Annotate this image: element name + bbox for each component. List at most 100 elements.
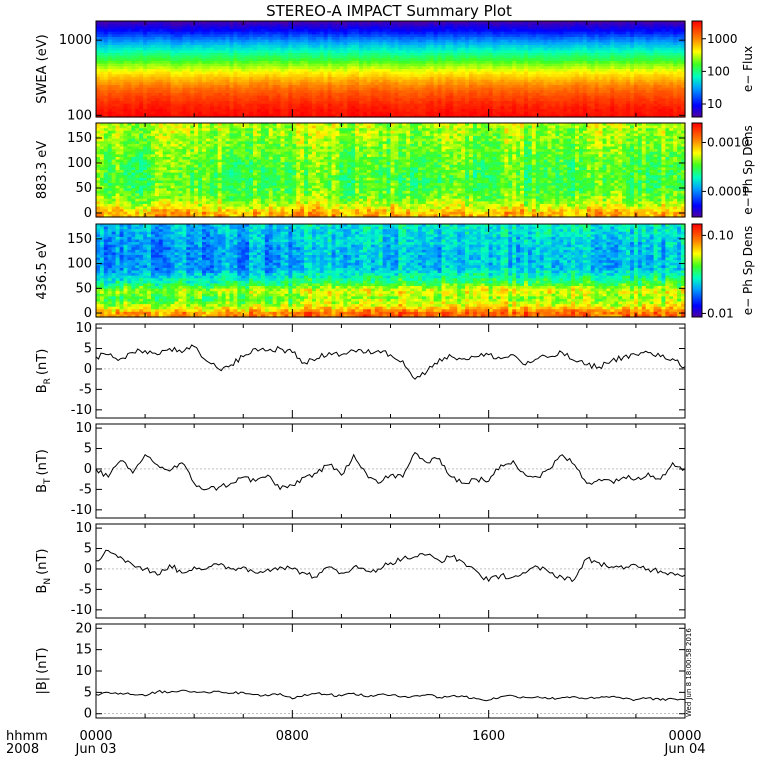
heatmap-cell (111, 103, 117, 107)
heatmap-cell (535, 106, 541, 110)
heatmap-cell (139, 39, 144, 43)
heatmap-cell (602, 66, 608, 70)
heatmap-cell (111, 55, 117, 59)
heatmap-cell (425, 69, 431, 73)
heatmap-cell (202, 31, 207, 35)
heatmap-cell (398, 45, 403, 49)
heatmap-cell (543, 58, 549, 62)
heatmap-cell (472, 26, 478, 30)
heatmap-cell (308, 66, 313, 70)
heatmap-cell (158, 39, 164, 43)
heatmap-cell (575, 47, 580, 51)
heatmap-cell (480, 58, 486, 62)
heatmap-cell (374, 98, 380, 102)
heatmap-cell (233, 66, 238, 70)
heatmap-cell (249, 71, 254, 75)
heatmap-cell (563, 45, 568, 49)
heatmap-cell (268, 47, 274, 51)
heatmap-cell (445, 23, 450, 27)
heatmap-cell (99, 69, 105, 73)
heatmap-cell (107, 66, 113, 70)
heatmap-cell (264, 82, 270, 86)
heatmap-cell (103, 98, 109, 102)
heatmap-cell (209, 114, 215, 118)
heatmap-cell (508, 69, 513, 73)
heatmap-cell (335, 55, 341, 59)
heatmap-cell (170, 55, 176, 59)
heatmap-cell (202, 66, 207, 70)
heatmap-cell (292, 53, 297, 57)
heatmap-cell (571, 101, 576, 105)
heatmap-cell (567, 58, 572, 62)
heatmap-cell (347, 71, 352, 75)
heatmap-cell (190, 101, 195, 105)
heatmap-cell (147, 39, 152, 43)
heatmap-cell (339, 103, 344, 107)
heatmap-cell (476, 106, 482, 110)
heatmap-cell (135, 53, 140, 57)
heatmap-cell (194, 71, 199, 75)
heatmap-cell (527, 26, 533, 30)
heatmap-cell (233, 98, 238, 102)
heatmap-cell (241, 61, 246, 65)
heatmap-cell (488, 53, 494, 57)
heatmap-cell (280, 87, 286, 91)
heatmap-cell (276, 47, 282, 51)
heatmap-cell (480, 79, 486, 83)
heatmap-cell (594, 98, 600, 102)
heatmap-cell (527, 71, 533, 75)
heatmap-cell (233, 45, 238, 49)
heatmap-cell (143, 90, 148, 94)
heatmap-cell (147, 82, 152, 86)
heatmap-cell (484, 31, 490, 35)
heatmap-cell (339, 55, 344, 59)
heatmap-cell (194, 114, 199, 118)
heatmap-cell (417, 87, 423, 91)
heatmap-cell (484, 50, 490, 54)
heatmap-cell (131, 82, 136, 86)
heatmap-cell (304, 90, 309, 94)
heatmap-cell (256, 63, 262, 67)
heatmap-cell (414, 98, 419, 102)
heatmap-cell (343, 85, 348, 89)
heatmap-cell (449, 69, 454, 73)
heatmap-cell (131, 53, 136, 57)
heatmap-cell (469, 34, 474, 38)
heatmap-cell (304, 63, 309, 67)
heatmap-cell (225, 58, 231, 62)
heatmap-cell (567, 79, 572, 83)
heatmap-cell (249, 101, 254, 105)
heatmap-cell (441, 93, 447, 97)
heatmap-cell (198, 63, 203, 67)
heatmap-cell (394, 77, 399, 81)
heatmap-cell (500, 114, 505, 118)
heatmap-cell (174, 63, 180, 67)
heatmap-cell (233, 74, 238, 78)
heatmap-cell (174, 98, 180, 102)
heatmap-cell (296, 109, 301, 113)
heatmap-cell (425, 111, 431, 115)
heatmap-cell (276, 103, 282, 107)
heatmap-cell (531, 31, 537, 35)
heatmap-cell (143, 95, 148, 99)
heatmap-cell (233, 82, 238, 86)
heatmap-cell (480, 106, 486, 110)
heatmap-cell (508, 82, 513, 86)
heatmap-cell (225, 71, 231, 75)
heatmap-cell (256, 109, 262, 113)
heatmap-cell (555, 53, 560, 57)
heatmap-cell (174, 93, 180, 97)
heatmap-cell (410, 90, 415, 94)
heatmap-cell (417, 29, 423, 33)
heatmap-cell (327, 61, 333, 65)
heatmap-cell (264, 74, 270, 78)
heatmap-cell (158, 109, 164, 113)
heatmap-cell (386, 50, 392, 54)
heatmap-cell (496, 50, 502, 54)
heatmap-cell (461, 114, 466, 118)
heatmap-cell (288, 58, 293, 62)
heatmap-cell (622, 26, 627, 30)
heatmap-cell (264, 42, 270, 46)
heatmap-cell (461, 111, 466, 115)
heatmap-cell (347, 114, 352, 118)
